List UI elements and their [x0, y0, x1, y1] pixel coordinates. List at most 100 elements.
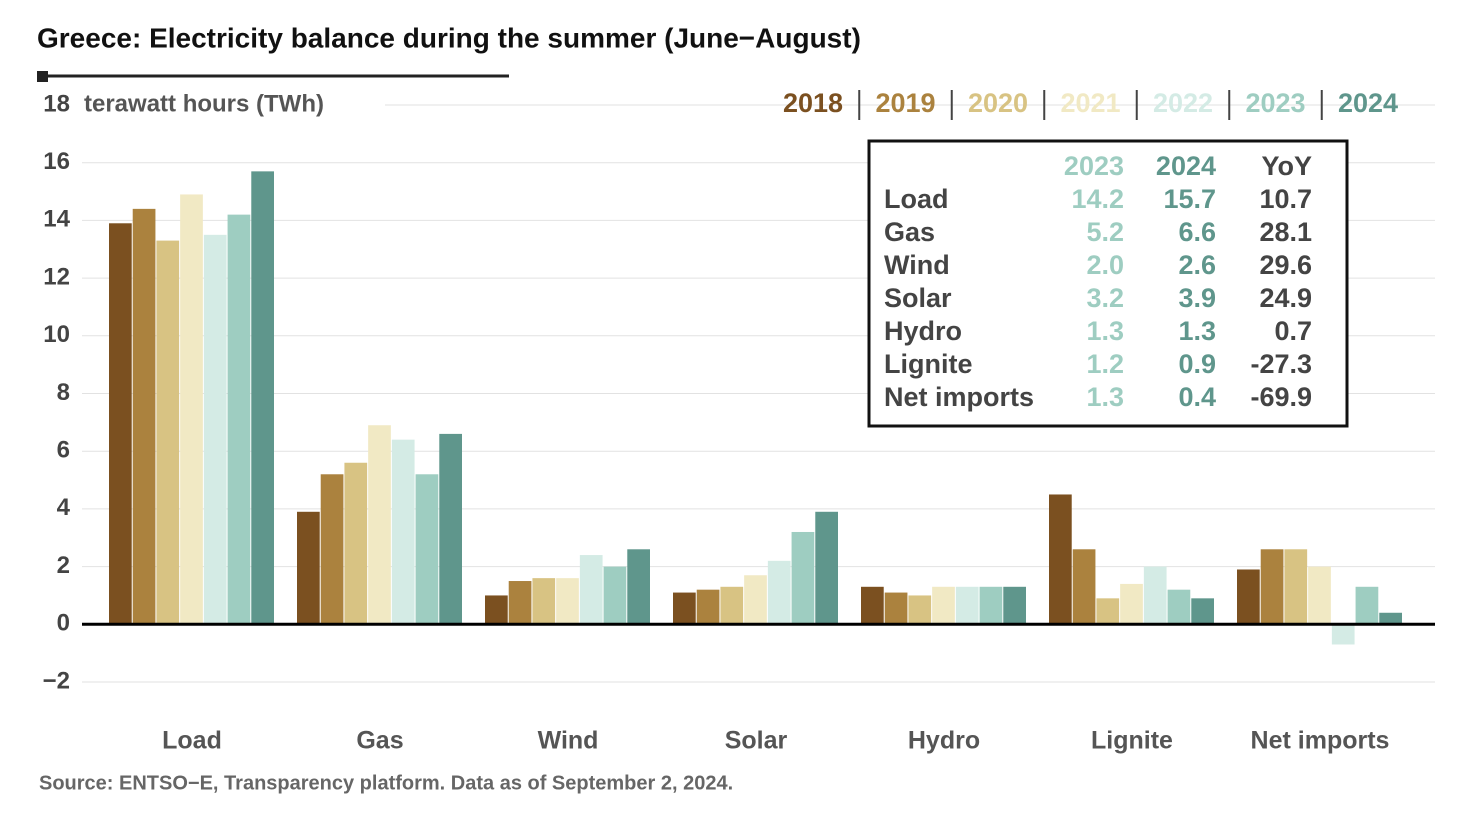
- legend-separator: [1228, 90, 1231, 120]
- bar: [532, 578, 556, 625]
- table-cell: 1.3: [1086, 316, 1124, 346]
- x-tick-label: Net imports: [1251, 727, 1390, 755]
- table-cell: 15.7: [1163, 184, 1216, 214]
- table-row-label: Lignite: [884, 349, 973, 379]
- bar: [180, 194, 203, 625]
- table-header: 2024: [1156, 151, 1216, 181]
- bar: [485, 595, 508, 625]
- table-cell: 29.6: [1259, 250, 1312, 280]
- legend-entry: 2019: [875, 88, 935, 118]
- table-cell: 2.6: [1178, 250, 1216, 280]
- bar: [696, 589, 720, 625]
- bar: [791, 531, 815, 625]
- legend-separator: [1135, 90, 1138, 120]
- y-tick-label: 8: [57, 379, 70, 406]
- table-box: [867, 139, 1349, 428]
- y-tick-label: 16: [43, 148, 70, 175]
- bar: [109, 223, 132, 625]
- table-cell: 1.3: [1178, 316, 1216, 346]
- table-cell: 3.2: [1086, 283, 1124, 313]
- bar: [297, 511, 320, 625]
- bar: [1120, 583, 1143, 625]
- bar: [744, 575, 767, 625]
- y-axis-label: terawatt hours (TWh): [84, 90, 324, 117]
- legend-entry: 2018: [783, 88, 843, 118]
- x-tick-label: Hydro: [908, 727, 980, 755]
- bar: [720, 586, 744, 625]
- y-tick-label: 6: [57, 437, 70, 464]
- y-tick-label: 10: [43, 321, 70, 348]
- table-cell: 6.6: [1178, 217, 1216, 247]
- bar: [1308, 566, 1331, 625]
- legend-separator: [858, 90, 861, 120]
- bar: [203, 234, 227, 625]
- table-cell: 14.2: [1071, 184, 1124, 214]
- x-tick-label: Solar: [725, 727, 788, 755]
- y-tick-label: −2: [43, 667, 70, 694]
- table-cell: 5.2: [1086, 217, 1124, 247]
- chart-title: Greece: Electricity balance during the s…: [37, 22, 861, 53]
- bar: [415, 474, 439, 625]
- y-tick-label: 0: [57, 610, 70, 637]
- table-cell: 1.2: [1086, 349, 1124, 379]
- y-tick-label: 4: [57, 494, 71, 521]
- bar: [1284, 549, 1308, 625]
- bar: [1191, 598, 1214, 625]
- bar: [156, 240, 180, 625]
- bar: [932, 586, 955, 625]
- x-tick-label: Lignite: [1091, 727, 1173, 755]
- bar: [673, 592, 696, 625]
- bar: [1003, 586, 1026, 625]
- legend-entry: 2022: [1153, 88, 1213, 118]
- y-tick-label: 2: [57, 552, 70, 579]
- legend-entry: 2023: [1245, 88, 1305, 118]
- bar: [1355, 586, 1379, 625]
- title-rule-marker: [37, 71, 48, 82]
- table-cell: 3.9: [1178, 283, 1216, 313]
- bar: [767, 560, 791, 625]
- y-tick-label: 14: [43, 206, 70, 233]
- bar: [320, 474, 344, 625]
- bar: [1260, 549, 1284, 625]
- bar: [508, 581, 532, 625]
- legend-entry: 2024: [1338, 88, 1398, 118]
- bar: [1237, 569, 1260, 625]
- bar: [861, 586, 884, 625]
- bar: [251, 171, 274, 625]
- table-cell: 10.7: [1259, 184, 1312, 214]
- table-cell: 1.3: [1086, 382, 1124, 412]
- bar: [1096, 598, 1120, 625]
- table-row-label: Solar: [884, 283, 952, 313]
- x-tick-label: Wind: [538, 727, 599, 755]
- table-cell: 0.4: [1178, 382, 1216, 412]
- y-tick-label: 18: [43, 90, 70, 117]
- bar: [1049, 494, 1072, 625]
- bar: [815, 511, 838, 625]
- bar: [1379, 612, 1402, 625]
- table-cell: 28.1: [1259, 217, 1312, 247]
- bar: [344, 462, 368, 625]
- legend-separator: [950, 90, 953, 120]
- bar: [368, 425, 391, 625]
- table-cell: 0.9: [1178, 349, 1216, 379]
- bar: [1331, 624, 1355, 645]
- legend-entry: 2020: [968, 88, 1028, 118]
- table-cell: 24.9: [1259, 283, 1312, 313]
- legend-separator: [1320, 90, 1323, 120]
- bar: [1072, 549, 1096, 625]
- x-tick-label: Load: [162, 727, 222, 755]
- x-tick-label: Gas: [356, 727, 403, 755]
- bar: [603, 566, 627, 625]
- source: Source: ENTSO−E, Transparency platform. …: [39, 772, 733, 794]
- table-header: 2023: [1064, 151, 1124, 181]
- bar: [1143, 566, 1167, 625]
- bar: [627, 549, 650, 625]
- table-header: YoY: [1261, 151, 1312, 181]
- bar: [979, 586, 1003, 625]
- table-row-label: Wind: [884, 250, 950, 280]
- bar: [439, 433, 462, 625]
- bar: [955, 586, 979, 625]
- table-row-label: Gas: [884, 217, 935, 247]
- bar: [556, 578, 579, 625]
